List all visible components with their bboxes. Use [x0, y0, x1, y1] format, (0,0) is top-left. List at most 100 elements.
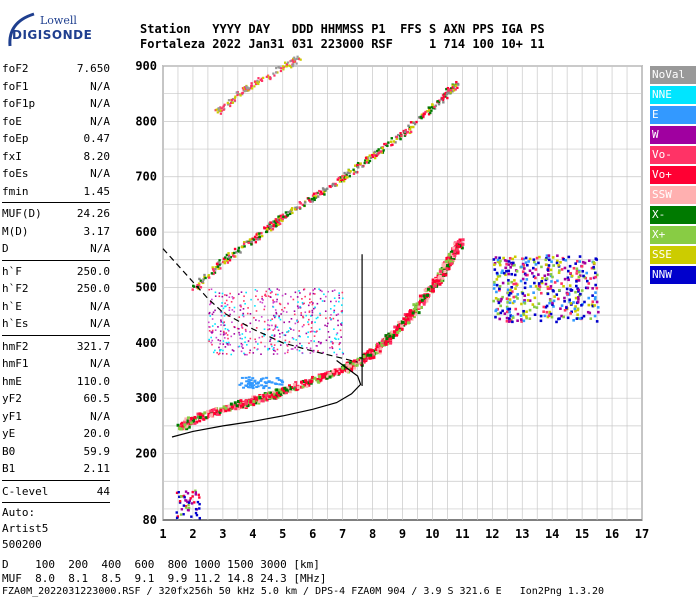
echo-point: [508, 301, 512, 305]
echo-point: [254, 401, 258, 405]
echo-point: [585, 279, 589, 283]
echo-point: [498, 261, 501, 265]
echo-point: [373, 153, 376, 157]
echo-point: [576, 259, 579, 263]
x-tick-label: 4: [249, 527, 256, 541]
echo-point: [452, 246, 456, 250]
echo-point: [199, 286, 203, 289]
echo-point: [326, 374, 330, 378]
echo-point: [275, 293, 277, 296]
echo-point: [268, 324, 271, 327]
echo-point: [419, 115, 422, 119]
echo-point: [219, 109, 222, 112]
echo-point: [246, 404, 250, 408]
echo-point: [354, 170, 358, 174]
echo-point: [385, 142, 388, 146]
echo-point: [258, 319, 260, 322]
echo-point: [269, 319, 272, 322]
echo-point: [549, 268, 553, 272]
echo-point: [445, 87, 448, 91]
echo-point: [278, 316, 280, 319]
echo-point: [236, 93, 239, 97]
echo-point: [497, 298, 500, 301]
echo-point: [315, 331, 317, 333]
echo-point: [244, 376, 248, 379]
echo-point: [409, 312, 413, 316]
param-row: fxI 8.20: [2, 148, 110, 166]
echo-point: [232, 97, 235, 101]
echo-point: [350, 368, 354, 372]
echo-point: [290, 328, 292, 330]
echo-point: [567, 278, 570, 282]
echo-point: [569, 302, 573, 305]
echo-point: [254, 305, 256, 307]
echo-point: [557, 317, 560, 321]
echo-point: [316, 316, 319, 319]
echo-point: [576, 296, 580, 299]
echo-point: [311, 321, 313, 323]
echo-point: [190, 515, 193, 518]
echo-point: [272, 349, 275, 352]
echo-point: [223, 332, 225, 334]
echo-point: [255, 386, 259, 389]
param-value: N/A: [90, 317, 110, 331]
echo-point: [456, 244, 460, 248]
echo-point: [420, 305, 424, 309]
echo-point: [227, 344, 229, 346]
echo-point: [357, 166, 360, 169]
echo-point: [495, 283, 499, 287]
param-row: B0 59.9: [2, 443, 110, 461]
echo-point: [222, 321, 224, 324]
legend-entry: W: [650, 126, 696, 144]
echo-point: [572, 266, 576, 270]
echo-point: [365, 159, 369, 162]
echo-point: [560, 268, 564, 271]
echo-point: [562, 315, 566, 319]
echo-point: [255, 237, 258, 241]
x-tick-label: 7: [339, 527, 346, 541]
echo-point: [211, 332, 213, 335]
echo-point: [268, 395, 272, 399]
echo-point: [226, 303, 229, 306]
echo-point: [534, 268, 538, 271]
echo-point: [178, 501, 182, 504]
echo-point: [285, 311, 288, 313]
echo-point: [268, 76, 272, 79]
echo-point: [395, 333, 399, 337]
echo-point: [563, 296, 566, 300]
echo-point: [319, 297, 322, 300]
echo-point: [498, 256, 501, 260]
param-name: yE: [2, 427, 16, 441]
echo-point: [212, 311, 215, 314]
echo-point: [593, 297, 597, 301]
echo-point: [254, 396, 258, 400]
echo-point: [568, 264, 572, 268]
echo-point: [279, 214, 282, 218]
echo-point: [550, 280, 553, 283]
echo-point: [376, 345, 380, 349]
echo-point: [214, 265, 217, 269]
echo-point: [225, 341, 228, 344]
echo-point: [586, 286, 590, 290]
echo-point: [267, 75, 270, 78]
echo-point: [523, 281, 527, 285]
echo-point: [502, 271, 506, 275]
echo-point: [279, 392, 283, 396]
echo-point: [506, 291, 510, 295]
echo-point: [227, 408, 231, 412]
echo-point: [445, 256, 449, 260]
echo-point: [245, 291, 247, 294]
echo-point: [273, 220, 276, 223]
echo-point: [183, 423, 187, 427]
echo-point: [544, 258, 548, 262]
param-value: 24.26: [76, 207, 110, 221]
echo-point: [264, 395, 268, 399]
echo-point: [319, 378, 323, 382]
echo-point: [423, 297, 427, 301]
legend-entry: NoVal: [650, 66, 696, 84]
echo-point: [298, 349, 301, 352]
echo-point: [388, 334, 392, 338]
echo-point: [379, 347, 383, 351]
echo-point: [204, 276, 207, 280]
echo-point: [441, 93, 445, 97]
